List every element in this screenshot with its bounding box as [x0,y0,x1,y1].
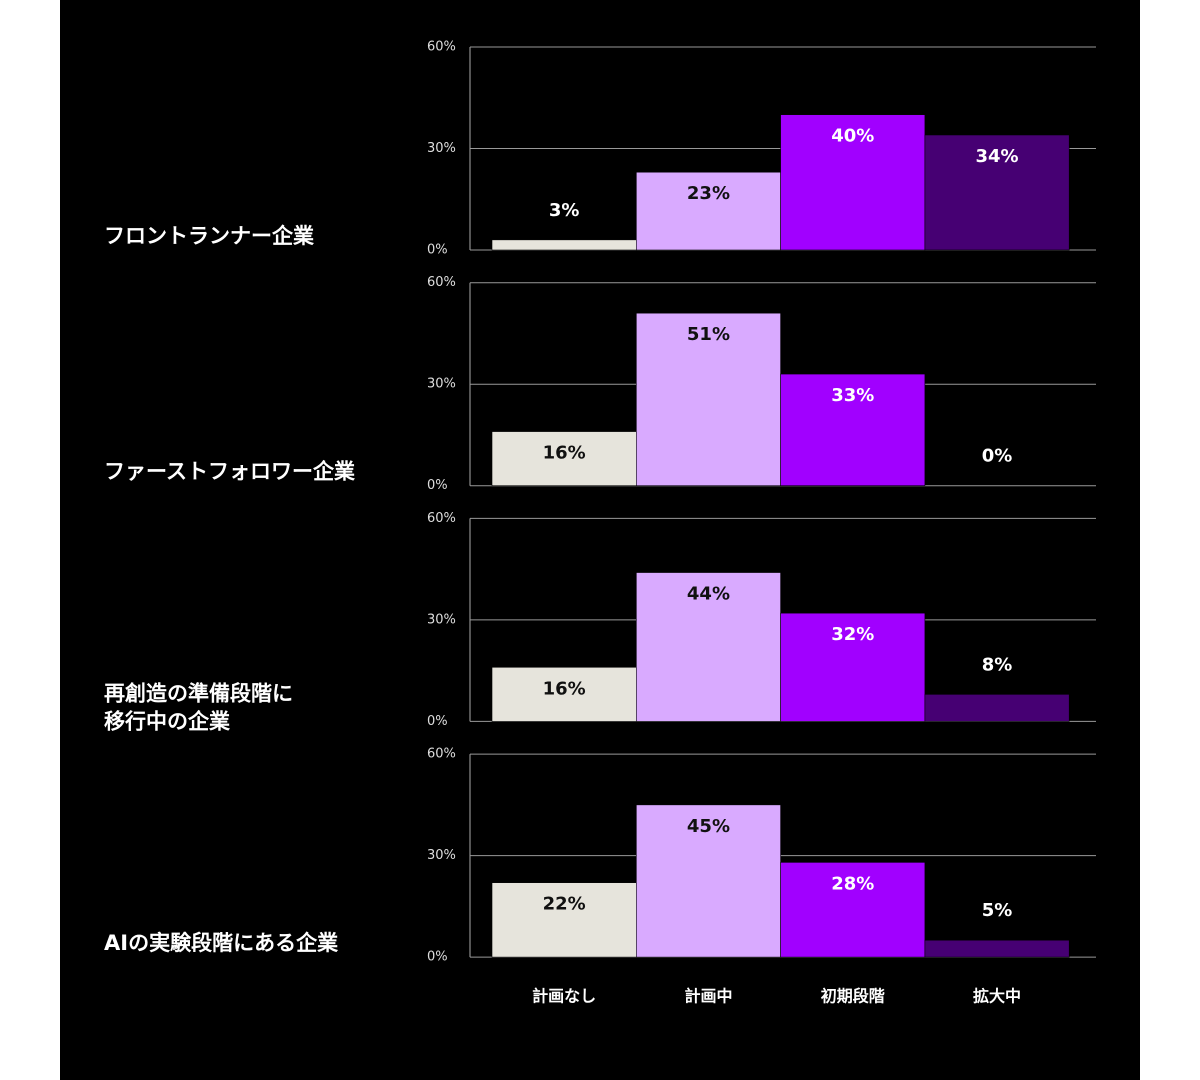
value-label: 16% [543,443,586,464]
bar [924,694,1070,722]
y-tick-label: 60% [427,511,456,526]
bar [924,134,1070,251]
bar [924,939,1070,958]
value-label: 22% [543,894,586,915]
x-tick-label: 計画中 [684,987,732,1006]
y-tick-label: 30% [427,612,456,627]
value-label: 51% [687,324,730,345]
row-label: AIの実験段階にある企業 [104,931,339,955]
row-label: 再創造の準備段階に [104,681,293,705]
y-tick-label: 0% [427,478,448,493]
x-tick-label: 拡大中 [973,987,1021,1006]
x-tick-label: 計画なし [532,987,596,1006]
y-tick-label: 0% [427,714,448,729]
y-tick-label: 0% [427,950,448,965]
bar [780,114,926,251]
y-tick-label: 30% [427,377,456,392]
value-label: 40% [831,126,874,147]
bar [491,882,637,958]
value-label: 16% [543,678,586,699]
bar [491,666,637,722]
bar [635,572,781,722]
value-label: 32% [831,624,874,645]
bar [780,612,926,722]
bar [635,312,781,486]
value-label: 45% [687,816,730,837]
y-tick-label: 60% [427,747,456,762]
row-label: 移行中の企業 [104,709,231,733]
value-label: 28% [831,873,874,894]
value-label: 0% [982,446,1013,467]
y-tick-label: 30% [427,848,456,863]
bar [780,373,926,486]
bar [491,239,637,251]
value-label: 3% [549,200,580,221]
bar [635,171,781,251]
value-label: 44% [687,584,730,605]
y-tick-label: 60% [427,275,456,290]
value-label: 23% [687,183,730,204]
row-label: ファーストフォロワー企業 [104,460,356,484]
value-label: 33% [831,385,874,406]
x-tick-label: 初期段階 [821,987,885,1006]
value-label: 34% [976,146,1019,167]
bar [635,804,781,958]
value-label: 8% [982,654,1013,675]
y-tick-label: 60% [427,40,456,55]
row-label: フロントランナー企業 [104,224,315,248]
value-label: 5% [982,900,1013,921]
y-tick-label: 0% [427,243,448,258]
bar [780,862,926,958]
y-tick-label: 30% [427,141,456,156]
